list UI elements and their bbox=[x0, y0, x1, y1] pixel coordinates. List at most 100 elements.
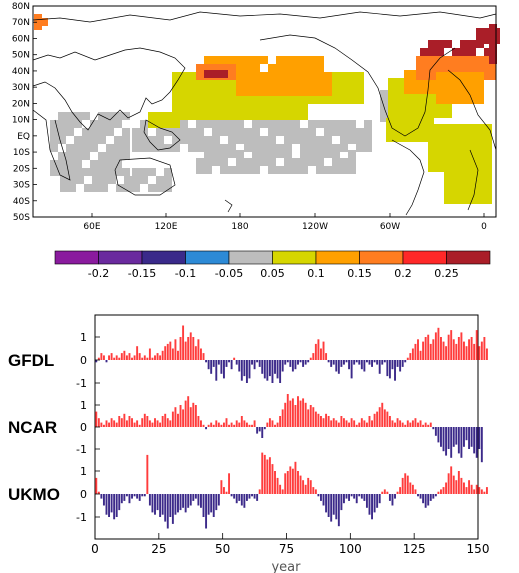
map-cell bbox=[456, 64, 464, 72]
lon-tick-label: 120E bbox=[155, 222, 178, 232]
map-cell bbox=[276, 144, 284, 152]
map-cell bbox=[468, 72, 476, 80]
map-cell bbox=[204, 112, 212, 120]
map-cell bbox=[276, 150, 284, 158]
colorbar-swatch bbox=[228, 250, 273, 265]
map-cell bbox=[40, 18, 48, 26]
map-cell bbox=[228, 88, 236, 96]
colorbar-swatch bbox=[185, 250, 230, 265]
map-cell bbox=[252, 80, 260, 88]
map-cell bbox=[348, 158, 356, 166]
ts-bar bbox=[340, 494, 343, 511]
map-cell bbox=[428, 156, 436, 164]
ts-bar bbox=[143, 355, 146, 360]
ts-bar bbox=[131, 494, 133, 499]
map-cell bbox=[98, 160, 106, 168]
map-cell bbox=[132, 144, 140, 152]
map-cell bbox=[148, 184, 156, 192]
map-cell bbox=[236, 72, 244, 80]
map-cell bbox=[340, 120, 348, 128]
map-cell bbox=[172, 80, 180, 88]
map-cell bbox=[212, 150, 220, 158]
map-cell bbox=[332, 150, 340, 158]
map-cell bbox=[404, 78, 412, 86]
lat-tick-label: 20N bbox=[12, 99, 30, 109]
map-cell bbox=[156, 144, 164, 152]
map-cell bbox=[114, 144, 122, 152]
ts-bar bbox=[360, 494, 363, 499]
ts-bar bbox=[276, 422, 279, 427]
map-cell bbox=[212, 158, 220, 166]
map-cell bbox=[252, 136, 260, 144]
ts-bar bbox=[450, 466, 453, 494]
ts-bar bbox=[381, 402, 384, 427]
ts-bar bbox=[337, 494, 340, 527]
colorbar-swatch bbox=[272, 250, 317, 265]
map-cell bbox=[308, 128, 316, 136]
ts-bar bbox=[169, 341, 172, 360]
ts-bar bbox=[222, 487, 225, 494]
ts-bar bbox=[274, 360, 276, 374]
ts-bar bbox=[350, 360, 353, 379]
ts-bar bbox=[297, 396, 299, 427]
ts-bar bbox=[182, 409, 185, 427]
map-cell bbox=[468, 188, 476, 196]
map-cell bbox=[236, 96, 244, 104]
ts-bar bbox=[365, 422, 368, 427]
ts-bar bbox=[302, 480, 305, 494]
map-cell bbox=[132, 136, 140, 144]
map-cell bbox=[332, 72, 340, 80]
ts-bar bbox=[164, 413, 167, 427]
map-cell bbox=[220, 128, 228, 136]
ts-bar bbox=[222, 422, 225, 427]
map-cell bbox=[98, 136, 106, 144]
ts-bar bbox=[396, 360, 399, 367]
ts-bar bbox=[307, 360, 310, 363]
map-cell bbox=[404, 102, 412, 110]
map-cell bbox=[484, 180, 492, 188]
map-cell bbox=[68, 184, 76, 192]
map-cell bbox=[284, 136, 292, 144]
ts-bar bbox=[317, 339, 320, 360]
map-cell bbox=[212, 88, 220, 96]
map-cell bbox=[76, 176, 84, 184]
map-cell bbox=[268, 104, 276, 112]
map-cell bbox=[90, 136, 98, 144]
map-cell bbox=[156, 136, 164, 144]
ts-bar bbox=[462, 427, 465, 447]
ts-bar bbox=[210, 494, 213, 513]
map-cell bbox=[484, 188, 492, 196]
map-cell bbox=[428, 48, 436, 56]
map-cell bbox=[468, 124, 476, 132]
ts-bar bbox=[174, 494, 177, 515]
ts-bar bbox=[215, 360, 218, 381]
ts-bar bbox=[187, 337, 190, 360]
map-cell bbox=[212, 136, 220, 144]
colorbar-tick-label: -0.1 bbox=[175, 267, 196, 280]
ts-bar bbox=[228, 424, 231, 427]
map-cell bbox=[324, 150, 332, 158]
ts-bar bbox=[207, 494, 210, 515]
series-name: UKMO bbox=[8, 485, 60, 504]
ts-bar bbox=[220, 360, 223, 374]
map-cell bbox=[244, 166, 252, 174]
map-cell bbox=[292, 158, 300, 166]
map-cell bbox=[348, 72, 356, 80]
map-cell bbox=[404, 70, 412, 78]
ts-bar bbox=[460, 332, 463, 360]
ts-bar bbox=[378, 494, 381, 504]
map-cell bbox=[332, 80, 340, 88]
ts-bar bbox=[468, 339, 471, 360]
ts-bar bbox=[457, 427, 460, 454]
ts-bar bbox=[422, 341, 425, 360]
map-cell bbox=[364, 144, 372, 152]
ts-bar bbox=[434, 332, 437, 360]
lat-tick-label: 30N bbox=[12, 83, 30, 93]
map-cell bbox=[300, 144, 308, 152]
ts-bar bbox=[470, 337, 473, 360]
map-cell bbox=[324, 72, 332, 80]
map-cell bbox=[460, 124, 468, 132]
ts-bar bbox=[440, 337, 442, 360]
map-cell bbox=[316, 80, 324, 88]
map-cell bbox=[284, 112, 292, 120]
